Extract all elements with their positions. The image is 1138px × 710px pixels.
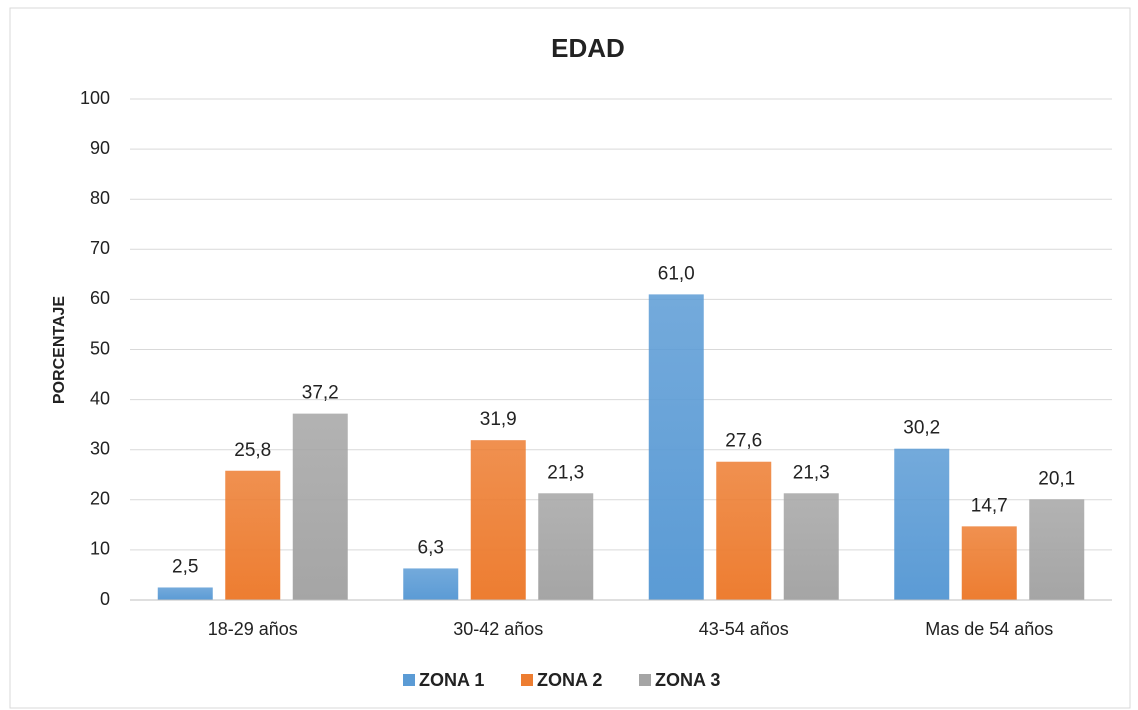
bar bbox=[783, 493, 839, 600]
y-tick-label: 40 bbox=[90, 388, 110, 408]
legend-label: ZONA 2 bbox=[537, 670, 602, 690]
chart-title: EDAD bbox=[551, 33, 625, 63]
bar bbox=[225, 470, 281, 600]
bar bbox=[1029, 499, 1085, 600]
data-label: 37,2 bbox=[302, 383, 339, 404]
y-tick-label: 100 bbox=[80, 88, 110, 108]
data-label: 27,6 bbox=[725, 431, 762, 452]
data-label: 6,3 bbox=[418, 537, 444, 558]
bar bbox=[292, 413, 348, 600]
data-label: 20,1 bbox=[1038, 468, 1075, 489]
y-tick-label: 90 bbox=[90, 138, 110, 158]
x-tick-label: 18-29 años bbox=[208, 619, 298, 639]
legend-swatch bbox=[639, 674, 651, 686]
y-tick-label: 80 bbox=[90, 188, 110, 208]
data-label: 2,5 bbox=[172, 556, 198, 577]
y-tick-label: 70 bbox=[90, 238, 110, 258]
bar bbox=[961, 526, 1017, 600]
data-label: 30,2 bbox=[903, 418, 940, 439]
bar bbox=[157, 587, 213, 600]
y-axis-label: PORCENTAJE bbox=[51, 296, 68, 404]
bar bbox=[470, 440, 526, 600]
data-label: 61,0 bbox=[658, 263, 695, 284]
legend-label: ZONA 1 bbox=[419, 670, 484, 690]
y-tick-label: 30 bbox=[90, 438, 110, 458]
legend-label: ZONA 3 bbox=[655, 670, 720, 690]
y-tick-label: 0 bbox=[100, 589, 110, 609]
bar bbox=[716, 461, 772, 600]
chart-border bbox=[9, 7, 1131, 709]
bar bbox=[403, 568, 459, 600]
y-tick-label: 60 bbox=[90, 288, 110, 308]
bar bbox=[648, 294, 704, 600]
legend-swatch bbox=[521, 674, 533, 686]
legend-swatch bbox=[403, 674, 415, 686]
y-tick-label: 50 bbox=[90, 338, 110, 358]
y-tick-label: 20 bbox=[90, 489, 110, 509]
data-label: 25,8 bbox=[234, 440, 271, 461]
data-label: 21,3 bbox=[793, 462, 830, 483]
x-tick-label: Mas de 54 años bbox=[925, 619, 1053, 639]
x-tick-label: 43-54 años bbox=[699, 619, 789, 639]
data-label: 31,9 bbox=[480, 409, 517, 430]
bar bbox=[894, 448, 950, 600]
x-tick-label: 30-42 años bbox=[453, 619, 543, 639]
bar bbox=[538, 493, 594, 600]
data-label: 14,7 bbox=[971, 495, 1008, 516]
y-tick-label: 10 bbox=[90, 539, 110, 559]
data-label: 21,3 bbox=[547, 462, 584, 483]
